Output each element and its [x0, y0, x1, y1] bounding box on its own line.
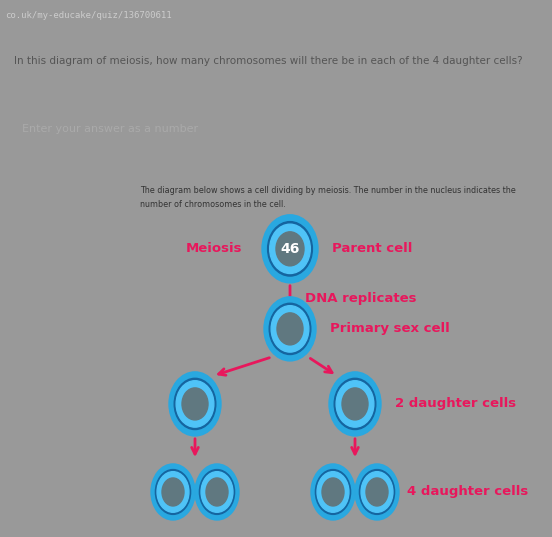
Ellipse shape	[359, 469, 395, 514]
Ellipse shape	[336, 381, 374, 427]
Ellipse shape	[169, 372, 221, 436]
Text: 2 daughter cells: 2 daughter cells	[395, 397, 516, 410]
Text: The diagram below shows a cell dividing by meiosis. The number in the nucleus in: The diagram below shows a cell dividing …	[140, 186, 516, 195]
Ellipse shape	[174, 378, 216, 430]
Ellipse shape	[277, 313, 303, 345]
Ellipse shape	[366, 478, 388, 506]
Ellipse shape	[322, 478, 344, 506]
Ellipse shape	[342, 388, 368, 420]
Text: 46: 46	[280, 242, 300, 256]
Ellipse shape	[315, 469, 351, 514]
Ellipse shape	[317, 471, 349, 512]
Text: number of chromosomes in the cell.: number of chromosomes in the cell.	[140, 200, 286, 209]
Ellipse shape	[157, 471, 189, 512]
Ellipse shape	[206, 478, 228, 506]
Text: Parent cell: Parent cell	[332, 242, 412, 255]
Text: 4 daughter cells: 4 daughter cells	[407, 485, 528, 498]
Ellipse shape	[269, 303, 311, 354]
Ellipse shape	[355, 464, 399, 520]
Ellipse shape	[276, 232, 304, 266]
Ellipse shape	[162, 478, 184, 506]
Ellipse shape	[271, 306, 309, 352]
Text: Meiosis: Meiosis	[185, 242, 242, 255]
Ellipse shape	[264, 297, 316, 361]
Text: co.uk/my-educake/quiz/136700611: co.uk/my-educake/quiz/136700611	[6, 11, 172, 19]
Text: Enter your answer as a number: Enter your answer as a number	[22, 124, 198, 134]
Ellipse shape	[195, 464, 239, 520]
Ellipse shape	[262, 215, 318, 283]
Ellipse shape	[270, 224, 310, 273]
Ellipse shape	[268, 222, 312, 276]
Ellipse shape	[201, 471, 233, 512]
Ellipse shape	[176, 381, 214, 427]
Ellipse shape	[361, 471, 393, 512]
Text: In this diagram of meiosis, how many chromosomes will there be in each of the 4 : In this diagram of meiosis, how many chr…	[14, 56, 522, 66]
Ellipse shape	[334, 378, 376, 430]
Ellipse shape	[156, 469, 190, 514]
Ellipse shape	[329, 372, 381, 436]
Ellipse shape	[151, 464, 195, 520]
Text: DNA replicates: DNA replicates	[305, 292, 417, 306]
Text: Primary sex cell: Primary sex cell	[330, 322, 450, 336]
Ellipse shape	[199, 469, 235, 514]
Ellipse shape	[311, 464, 355, 520]
Ellipse shape	[182, 388, 208, 420]
